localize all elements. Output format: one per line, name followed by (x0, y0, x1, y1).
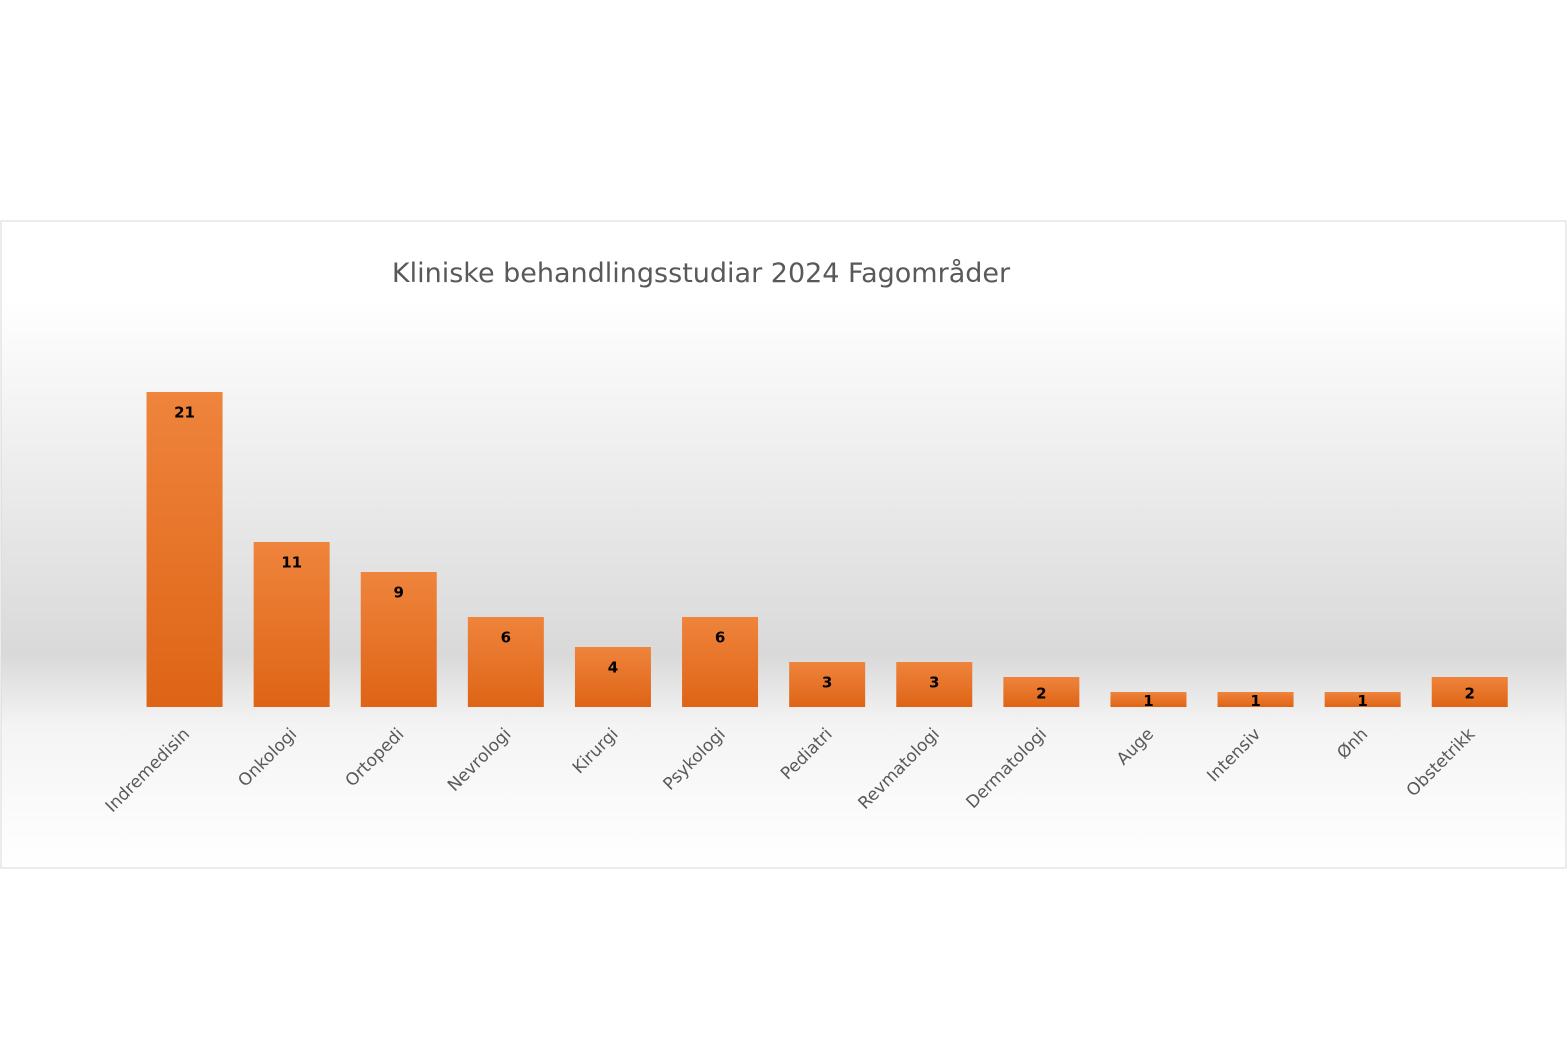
data-label: 1 (1143, 692, 1153, 710)
bar (789, 662, 866, 707)
chart-title: Kliniske behandlingsstudiar 2024 Fagområ… (392, 258, 1011, 289)
bar (467, 617, 544, 707)
data-label: 21 (174, 404, 195, 422)
bar (360, 572, 437, 707)
data-label: 2 (1465, 685, 1475, 703)
bar (1324, 692, 1401, 707)
data-label: 3 (929, 674, 939, 692)
bar (253, 542, 330, 707)
data-label: 11 (281, 554, 302, 572)
data-label: 3 (822, 674, 832, 692)
bar (896, 662, 973, 707)
data-label: 1 (1250, 692, 1260, 710)
data-label: 1 (1357, 692, 1367, 710)
bar (574, 647, 651, 707)
bar (146, 392, 223, 707)
bar (1431, 677, 1508, 707)
data-label: 2 (1036, 685, 1046, 703)
data-label: 6 (715, 629, 725, 647)
bar (1110, 692, 1187, 707)
data-label: 4 (608, 659, 618, 677)
bar (682, 617, 759, 707)
bar (1217, 692, 1294, 707)
data-label: 9 (394, 584, 404, 602)
data-label: 6 (501, 629, 511, 647)
bar (1003, 677, 1080, 707)
